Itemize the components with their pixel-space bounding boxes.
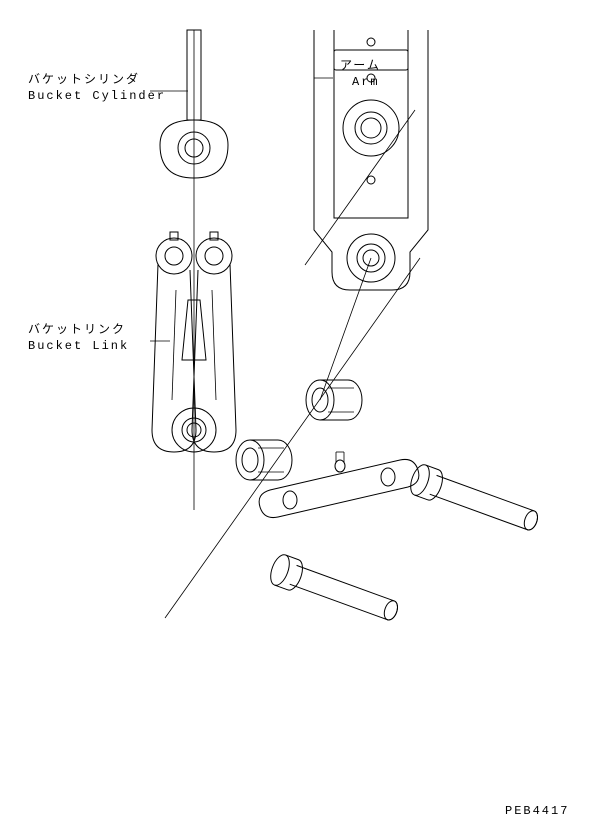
labels: バケットシリンダ Bucket Cylinder アーム Arm バケットリンク… xyxy=(28,59,569,818)
bushing-arm xyxy=(306,380,362,420)
label-bucket-cylinder-en: Bucket Cylinder xyxy=(28,89,166,103)
lock-plate xyxy=(259,452,419,518)
label-bucket-link-jp: バケットリンク xyxy=(28,322,126,337)
parts-diagram: バケットシリンダ Bucket Cylinder アーム Arm バケットリンク… xyxy=(0,0,598,824)
axis-lines xyxy=(165,30,420,618)
pin-upper xyxy=(407,462,542,537)
label-arm-jp: アーム xyxy=(340,59,381,73)
part-code: PEB4417 xyxy=(505,804,569,818)
label-bucket-cylinder-jp: バケットシリンダ xyxy=(28,71,140,87)
leader-lines xyxy=(150,78,333,341)
label-bucket-link-en: Bucket Link xyxy=(28,339,129,353)
pin-lower xyxy=(267,552,402,627)
bushing-link xyxy=(236,440,292,480)
label-arm-en: Arm xyxy=(352,75,380,89)
